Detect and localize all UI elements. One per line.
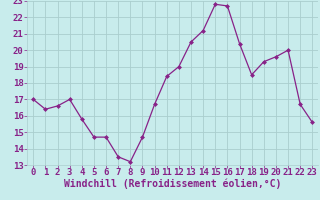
X-axis label: Windchill (Refroidissement éolien,°C): Windchill (Refroidissement éolien,°C) (64, 179, 282, 189)
